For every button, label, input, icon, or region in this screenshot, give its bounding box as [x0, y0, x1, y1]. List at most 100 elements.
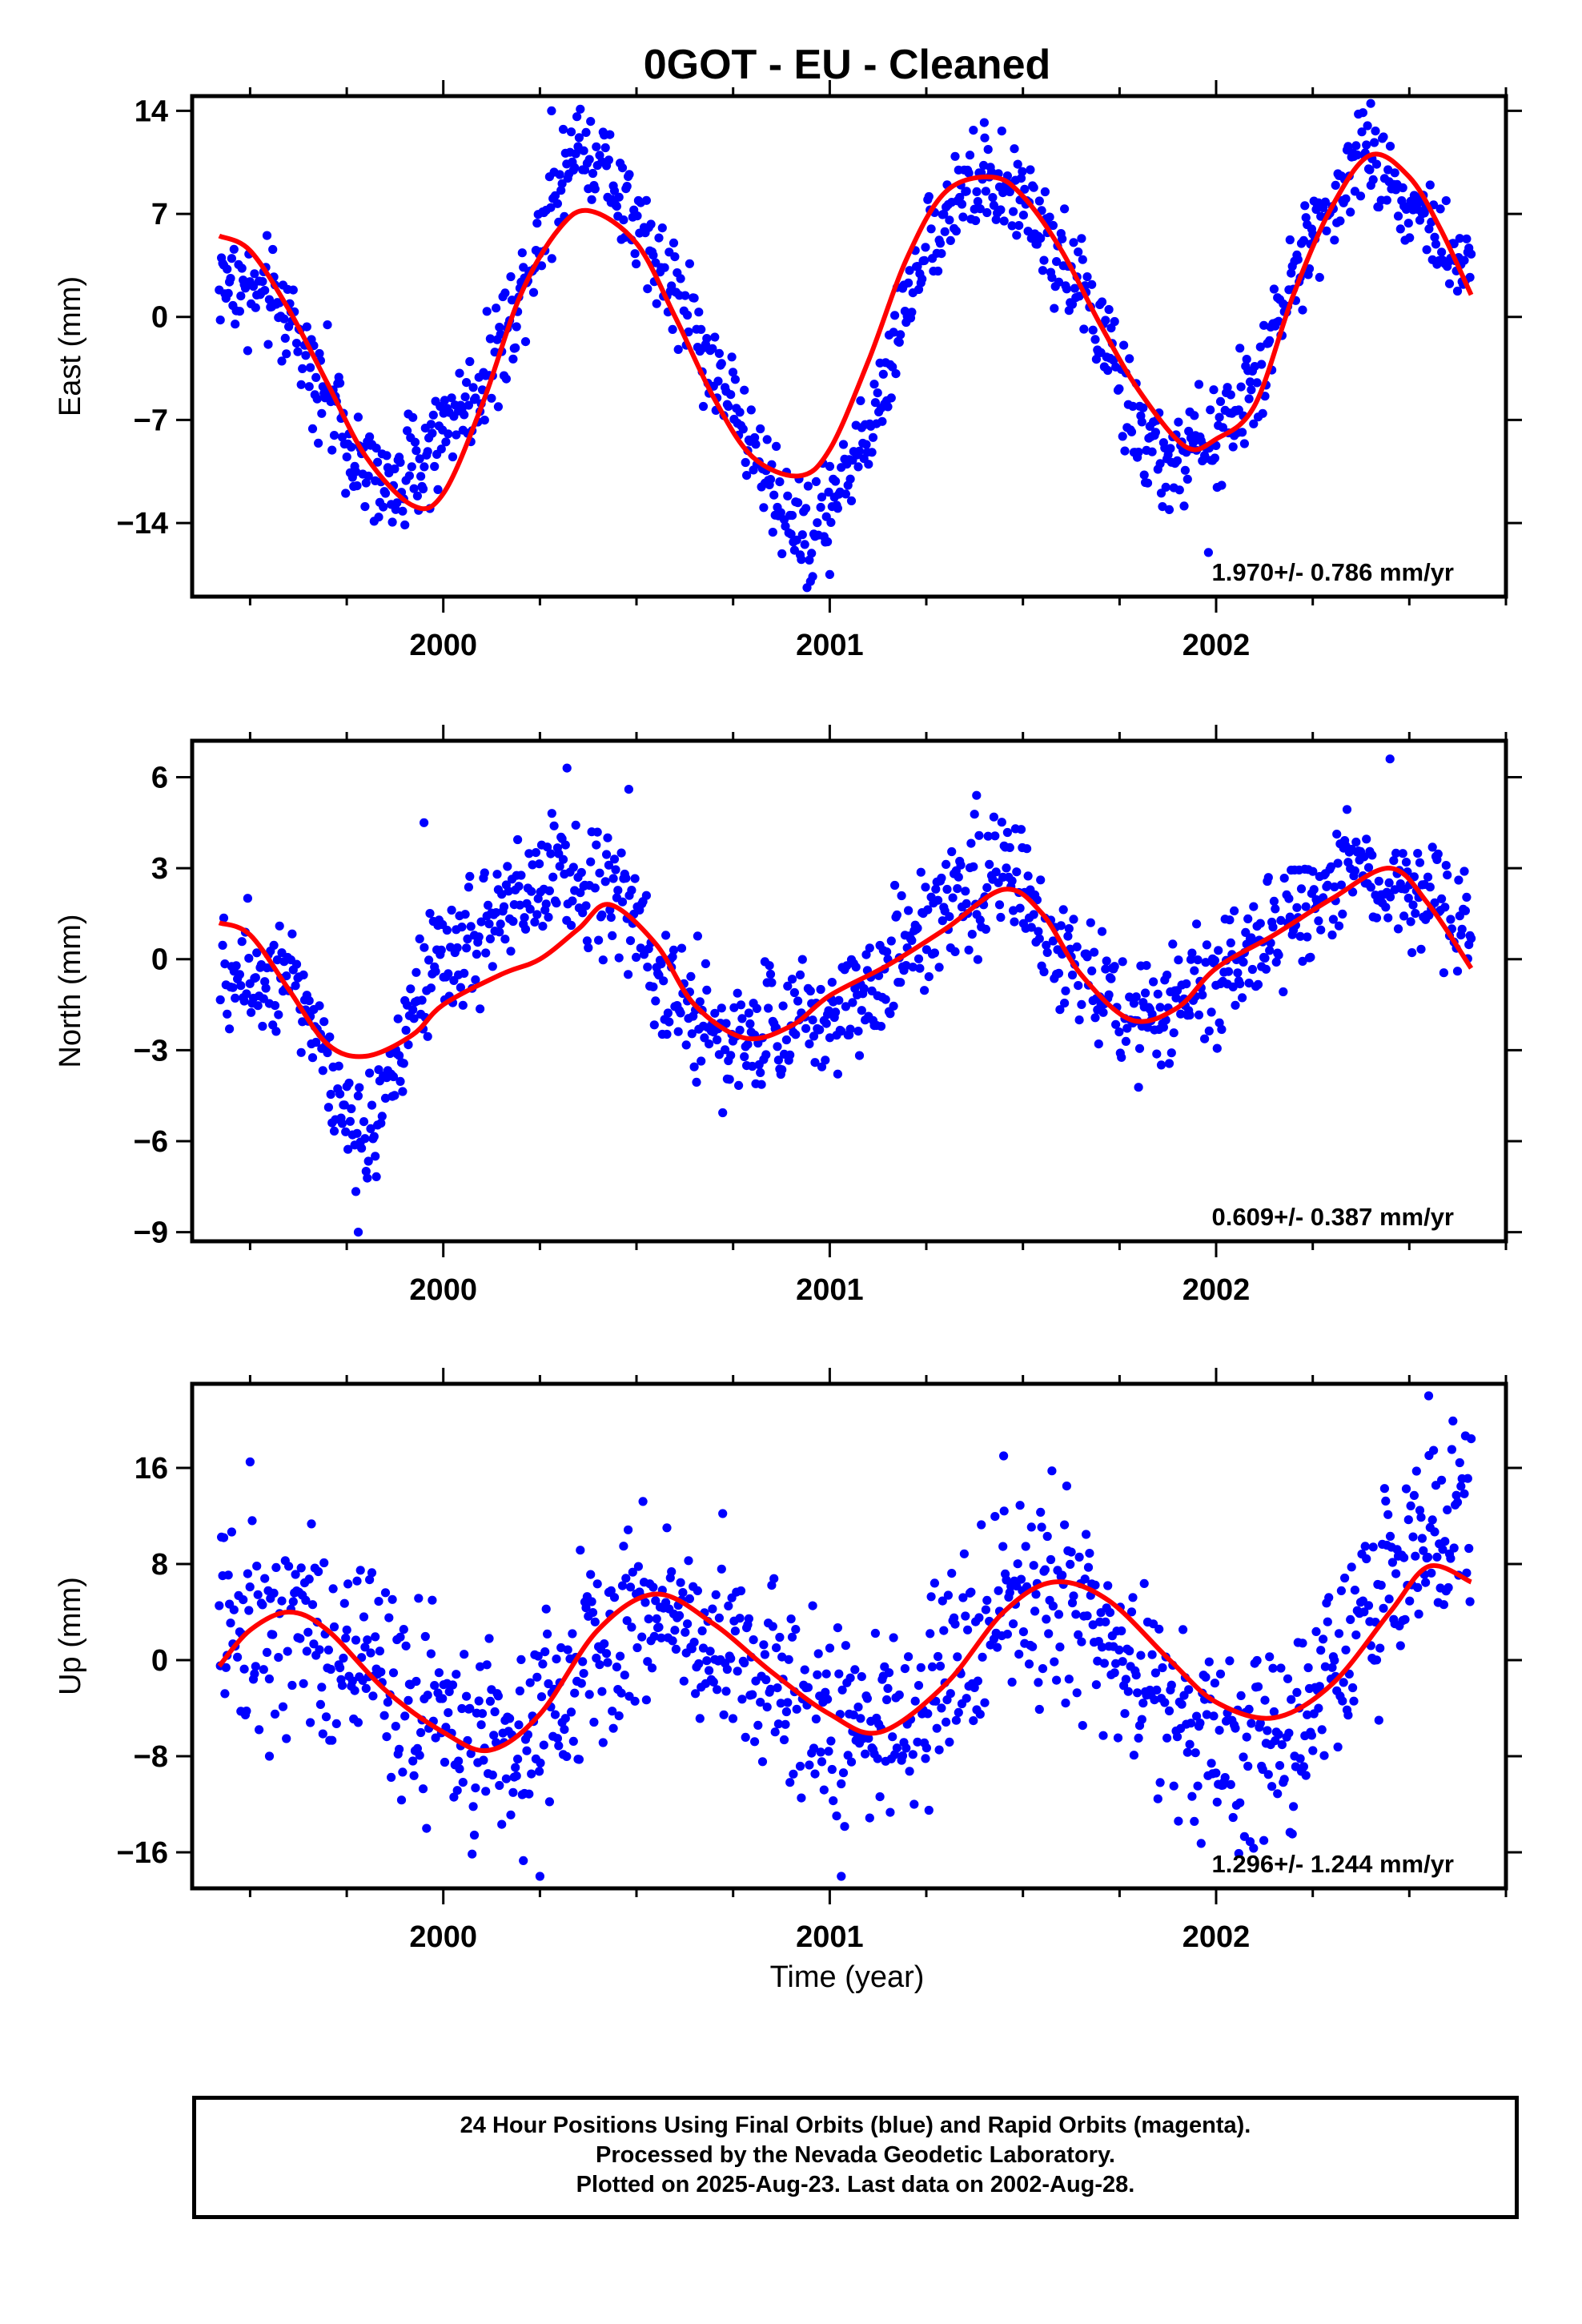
data-point: [1294, 255, 1303, 264]
data-point: [448, 906, 456, 915]
data-point: [586, 1570, 595, 1579]
data-point: [1405, 1597, 1414, 1606]
data-point: [610, 1593, 619, 1602]
data-point: [362, 1684, 371, 1693]
data-point: [1041, 1566, 1050, 1574]
data-point: [995, 900, 1004, 909]
data-point: [354, 412, 363, 421]
data-point: [806, 987, 815, 995]
data-point: [1259, 409, 1267, 418]
data-point: [475, 1696, 484, 1705]
data-point: [617, 849, 626, 858]
data-point: [603, 834, 612, 842]
data-point: [1280, 874, 1289, 883]
data-point: [1460, 256, 1468, 265]
data-point: [365, 1068, 374, 1077]
data-point: [777, 549, 786, 558]
data-point: [1079, 324, 1088, 333]
data-point: [1003, 828, 1012, 837]
data-point: [677, 274, 685, 283]
data-point: [833, 1070, 842, 1079]
data-point: [1235, 1799, 1244, 1807]
data-point: [1190, 1817, 1199, 1826]
data-point: [694, 1659, 703, 1668]
data-point: [315, 1001, 323, 1010]
data-point: [511, 1763, 520, 1772]
data-point: [1059, 905, 1068, 914]
data-point: [868, 448, 877, 456]
data-point: [1039, 256, 1048, 265]
data-point: [230, 1606, 239, 1614]
data-point: [1267, 1782, 1276, 1791]
data-point: [963, 1626, 972, 1634]
data-point: [457, 923, 466, 931]
data-point: [1447, 1445, 1456, 1454]
data-point: [934, 267, 942, 275]
data-point: [1209, 385, 1218, 394]
data-point: [416, 1751, 424, 1759]
data-point: [1454, 875, 1463, 884]
data-point: [305, 996, 314, 1005]
data-point: [779, 1002, 788, 1011]
data-point: [363, 1635, 371, 1644]
data-point: [1186, 1740, 1195, 1749]
data-point: [418, 995, 427, 1004]
data-point: [1235, 344, 1244, 352]
data-point: [883, 402, 892, 411]
data-point: [1042, 1614, 1050, 1623]
data-point: [1046, 1555, 1055, 1564]
data-point: [497, 1820, 506, 1829]
data-point: [1386, 142, 1395, 151]
data-point: [402, 1642, 411, 1651]
data-point: [568, 1629, 576, 1638]
data-point: [1440, 903, 1449, 911]
data-point: [1418, 1534, 1427, 1542]
data-point: [857, 1672, 866, 1681]
data-point: [405, 472, 414, 480]
data-point: [1211, 1679, 1219, 1687]
data-point: [1089, 326, 1098, 335]
data-point: [812, 477, 821, 486]
data-point: [487, 394, 496, 403]
data-point: [1138, 1715, 1146, 1724]
data-point: [585, 1690, 594, 1699]
data-point: [733, 989, 742, 998]
data-point: [454, 1757, 463, 1766]
data-point: [1214, 946, 1223, 955]
data-point: [693, 1586, 702, 1595]
data-point: [464, 883, 473, 891]
data-point: [1170, 1782, 1178, 1791]
data-point: [414, 1594, 423, 1602]
data-point: [516, 1687, 524, 1695]
data-point: [408, 1005, 417, 1014]
data-point: [265, 1675, 274, 1683]
data-point: [552, 1655, 560, 1663]
data-point: [231, 994, 239, 1003]
data-point: [1201, 1673, 1210, 1682]
data-point: [982, 1596, 991, 1605]
data-point: [982, 187, 990, 195]
data-point: [1303, 932, 1311, 941]
data-point: [1216, 1670, 1225, 1679]
data-point: [756, 1068, 765, 1077]
data-point: [1173, 456, 1182, 465]
data-point: [797, 555, 805, 564]
data-point: [527, 887, 536, 896]
data-point: [705, 1039, 713, 1048]
data-point: [961, 1611, 970, 1620]
data-point: [274, 1011, 283, 1019]
data-point: [1310, 885, 1319, 894]
data-point: [809, 1015, 817, 1024]
data-point: [1069, 1591, 1078, 1600]
data-point: [1367, 850, 1376, 859]
data-point: [1362, 140, 1371, 149]
data-point: [980, 134, 989, 143]
data-point: [371, 1152, 379, 1160]
data-point: [915, 964, 924, 973]
data-point: [881, 995, 890, 1004]
data-point: [1283, 1675, 1292, 1683]
data-point: [944, 1590, 953, 1599]
data-point: [751, 440, 760, 448]
data-point: [1105, 305, 1114, 314]
data-point: [990, 813, 998, 822]
